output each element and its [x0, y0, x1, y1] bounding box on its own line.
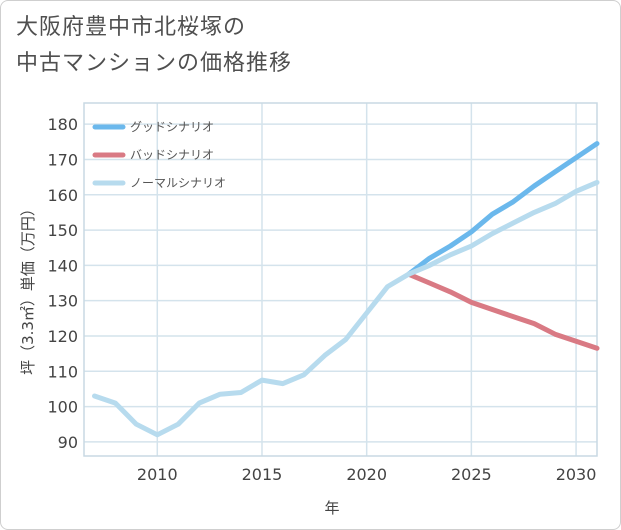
x-tick-label: 2030: [556, 465, 597, 484]
chart-title-line-2: 中古マンションの価格推移: [16, 51, 293, 76]
series-lines: [92, 141, 600, 438]
plot-frame: [83, 102, 598, 457]
y-tick-label: 90: [58, 433, 78, 452]
x-tick-label: 2015: [242, 465, 283, 484]
x-tick-label: 2010: [137, 465, 178, 484]
x-tick-label: 2020: [346, 465, 387, 484]
series-line-0: [406, 141, 600, 277]
y-tick-label: 110: [47, 362, 78, 381]
y-tick-label: 140: [47, 256, 78, 275]
y-axis-label: 坪（3.3㎡）単価（万円）: [19, 201, 37, 375]
legend-label-2: ノーマルシナリオ: [130, 176, 226, 190]
x-tick-label: 2025: [451, 465, 492, 484]
chart-title-line-1: 大阪府豊中市北桜塚の: [16, 15, 247, 40]
chart-title: 大阪府豊中市北桜塚の 中古マンションの価格推移: [16, 10, 292, 82]
series-line-2: [92, 179, 600, 438]
y-tick-label: 130: [47, 292, 78, 311]
grid: [84, 103, 597, 456]
y-tick-label: 120: [47, 327, 78, 346]
x-axis-label: 年: [324, 499, 339, 517]
series-line-1: [406, 271, 600, 351]
y-tick-label: 180: [47, 115, 78, 134]
y-tick-label: 150: [47, 221, 78, 240]
y-tick-label: 100: [47, 398, 78, 417]
legend-label-1: バッドシナリオ: [130, 148, 214, 162]
y-tick-label: 170: [47, 150, 78, 169]
y-tick-label: 160: [47, 186, 78, 205]
axes: 90 100 110 120 130 140 150 160 170 180 2010 2015 202…: [47, 102, 598, 484]
legend-label-0: グッドシナリオ: [130, 120, 214, 134]
